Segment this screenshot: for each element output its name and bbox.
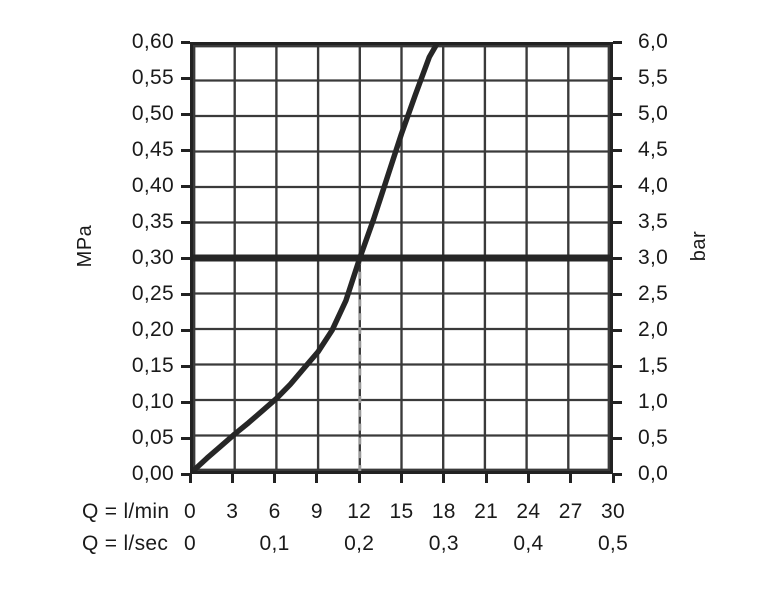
x-tick-mark — [357, 474, 361, 483]
y-tick-mark-left — [181, 76, 190, 80]
x-tick-label-lmin: 3 — [226, 500, 239, 523]
y-axis-title-left: MPa — [74, 224, 96, 268]
y-tick-label-left: 0,00 — [131, 462, 174, 485]
y-tick-label-right: 3,5 — [638, 210, 669, 233]
y-tick-mark-left — [181, 472, 190, 476]
y-tick-mark-right — [613, 112, 622, 116]
x-tick-label-lmin: 0 — [184, 500, 196, 523]
y-tick-label-right: 0,5 — [638, 426, 669, 449]
x-tick-label-lmin: 6 — [268, 500, 281, 523]
y-tick-mark-right — [613, 436, 622, 440]
x-tick-label-lmin: 30 — [601, 500, 625, 523]
data-curve-layer — [193, 45, 610, 471]
x-tick-label-lmin: 18 — [431, 500, 456, 523]
y-tick-label-right: 1,0 — [638, 390, 669, 413]
y-tick-mark-left — [181, 400, 190, 404]
y-tick-mark-left — [181, 184, 190, 188]
x-tick-mark — [611, 474, 615, 483]
y-tick-label-right: 4,0 — [638, 174, 669, 197]
x-tick-label-lmin: 27 — [558, 500, 583, 523]
y-tick-label-right: 2,0 — [638, 318, 669, 341]
x-tick-mark — [526, 474, 530, 483]
y-tick-label-left: 0,10 — [131, 390, 174, 413]
x-tick-label-lsec: 0,3 — [428, 532, 459, 555]
x-axis-label-lsec: Q = l/sec — [82, 532, 169, 555]
y-tick-label-right: 2,5 — [638, 282, 669, 305]
y-tick-mark-right — [613, 292, 622, 296]
x-tick-label-lsec: 0,5 — [597, 532, 629, 555]
y-tick-label-left: 0,30 — [131, 246, 174, 269]
y-tick-mark-left — [181, 364, 190, 368]
y-tick-label-right: 6,0 — [638, 30, 669, 53]
x-tick-label-lmin: 24 — [516, 500, 541, 523]
y-tick-mark-left — [181, 112, 190, 116]
y-tick-mark-left — [181, 220, 190, 224]
plot-area — [190, 42, 613, 474]
y-tick-label-right: 5,5 — [638, 66, 669, 89]
y-tick-label-right: 3,0 — [638, 246, 669, 269]
y-tick-label-right: 0,0 — [638, 462, 669, 485]
x-tick-label-lsec: 0,2 — [344, 532, 375, 555]
y-tick-label-left: 0,35 — [131, 210, 174, 233]
y-tick-label-left: 0,60 — [131, 30, 174, 53]
x-tick-mark — [442, 474, 446, 483]
y-tick-mark-right — [613, 40, 622, 44]
y-tick-label-left: 0,55 — [131, 66, 174, 89]
y-tick-label-left: 0,45 — [131, 138, 174, 161]
y-tick-label-left: 0,20 — [131, 318, 174, 341]
x-tick-label-lsec: 0 — [184, 532, 196, 555]
x-tick-label-lmin: 21 — [474, 500, 499, 523]
y-tick-mark-left — [181, 148, 190, 152]
y-axis-title-right: bar — [688, 230, 710, 262]
x-tick-label-lmin: 15 — [389, 500, 414, 523]
x-tick-mark — [273, 474, 277, 483]
x-tick-mark — [188, 474, 192, 483]
x-axis-label-lmin: Q = l/min — [82, 500, 170, 523]
x-tick-label-lmin: 12 — [347, 500, 372, 523]
y-tick-label-left: 0,25 — [131, 282, 174, 305]
y-tick-mark-left — [181, 40, 190, 44]
x-tick-label-lsec: 0,1 — [259, 532, 290, 555]
y-tick-label-right: 1,5 — [638, 354, 669, 377]
y-tick-label-left: 0,05 — [131, 426, 174, 449]
x-tick-label-lmin: 9 — [310, 500, 323, 523]
y-tick-mark-right — [613, 328, 622, 332]
y-tick-mark-right — [613, 148, 622, 152]
y-tick-mark-left — [181, 328, 190, 332]
x-tick-label-lsec: 0,4 — [513, 532, 544, 555]
x-tick-mark — [400, 474, 403, 483]
y-tick-mark-right — [613, 364, 622, 368]
x-tick-mark — [484, 474, 488, 483]
y-tick-label-left: 0,50 — [131, 102, 174, 125]
y-tick-mark-right — [613, 184, 622, 188]
x-tick-mark — [569, 474, 573, 483]
y-tick-mark-right — [613, 400, 622, 404]
y-tick-mark-right — [613, 472, 622, 476]
y-tick-mark-right — [613, 220, 622, 224]
y-tick-label-right: 5,0 — [638, 102, 669, 125]
x-tick-mark — [230, 474, 234, 483]
y-tick-label-left: 0,40 — [131, 174, 174, 197]
y-tick-mark-left — [181, 292, 190, 296]
y-tick-label-right: 4,5 — [638, 138, 669, 161]
x-tick-mark — [315, 474, 319, 483]
y-tick-mark-right — [613, 76, 622, 80]
y-tick-mark-left — [181, 436, 190, 440]
y-tick-mark-right — [613, 256, 622, 260]
y-tick-mark-left — [181, 256, 190, 260]
y-tick-label-left: 0,15 — [131, 354, 174, 377]
